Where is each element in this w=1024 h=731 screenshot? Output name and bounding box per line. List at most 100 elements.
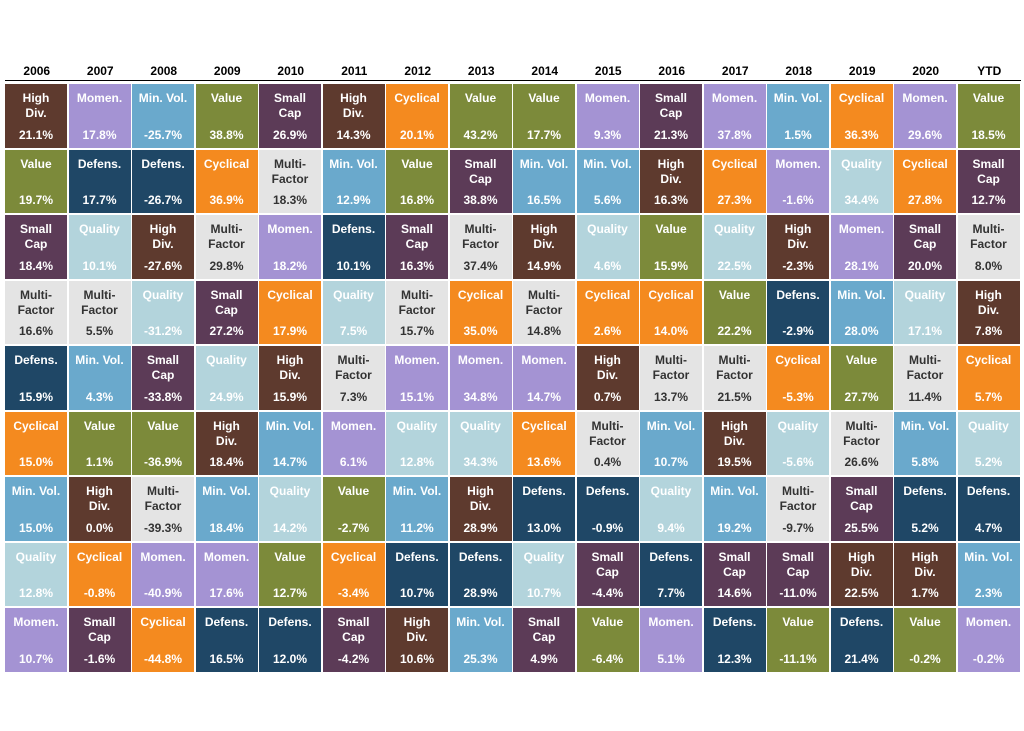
- cell-2018-rank-3: High Div. -2.3%: [767, 215, 829, 279]
- factor-label: Cyclical: [902, 156, 948, 171]
- factor-label: Quality: [15, 549, 57, 564]
- return-value: 18.3%: [272, 193, 308, 207]
- return-value: -4.4%: [591, 586, 624, 600]
- factor-label: Quality: [841, 156, 882, 171]
- factor-label: Value: [909, 615, 941, 629]
- factor-label: Quality: [333, 287, 374, 302]
- factor-label: Multi- Factor: [144, 484, 182, 513]
- return-value: -2.3%: [782, 258, 814, 273]
- cell-2009-rank-5: Quality 24.9%: [195, 346, 258, 410]
- factor-label: Value: [782, 615, 814, 629]
- factor-label: High Div.: [721, 418, 748, 448]
- cell-2006-rank-7: Min. Vol. 15.0%: [5, 477, 67, 541]
- return-value: 16.5%: [209, 651, 244, 666]
- cell-2016-rank-4: Cyclical 14.0%: [640, 280, 702, 344]
- factor-label: Multi- Factor: [525, 287, 563, 317]
- cell-2009-rank-1: Value 38.8%: [195, 84, 258, 148]
- factor-label: Defens.: [14, 353, 58, 367]
- cell-2020-rank-4: Quality 17.1%: [894, 280, 956, 344]
- return-value: 38.8%: [463, 193, 498, 207]
- factor-label: Cyclical: [394, 91, 440, 105]
- factor-label: Quality: [968, 418, 1009, 433]
- return-value: 16.5%: [526, 193, 562, 207]
- cell-2012-rank-9: High Div. 10.6%: [386, 608, 448, 672]
- return-value: 37.4%: [463, 258, 498, 273]
- return-value: 14.7%: [272, 455, 308, 469]
- factor-label: Min. Vol.: [646, 418, 696, 433]
- return-value: 15.7%: [399, 324, 435, 338]
- factor-label: Value: [972, 91, 1005, 105]
- cell-2012-rank-7: Min. Vol. 11.2%: [386, 477, 448, 541]
- cell-2019-rank-6: Multi- Factor 26.6%: [830, 411, 893, 475]
- factor-label: Multi- Factor: [208, 222, 245, 251]
- return-value: 7.8%: [974, 324, 1003, 338]
- factor-label: Quality: [650, 484, 692, 498]
- cell-2008-rank-5: Small Cap -33.8%: [132, 346, 194, 410]
- year-header-2010: 2010: [259, 62, 323, 81]
- factor-label: Quality: [396, 418, 438, 433]
- return-value: 11.4%: [908, 389, 942, 404]
- return-value: 34.3%: [463, 455, 498, 469]
- factor-label: Small Cap: [83, 615, 116, 644]
- factor-label: Min. Vol.: [392, 484, 442, 498]
- cell-2013-rank-4: Cyclical 35.0%: [449, 280, 512, 344]
- factor-label: Small Cap: [718, 549, 751, 579]
- return-value: 5.2%: [911, 520, 939, 535]
- return-value: 4.9%: [530, 651, 558, 666]
- return-value: 2.3%: [974, 586, 1003, 600]
- cell-2019-rank-4: Min. Vol. 28.0%: [830, 280, 893, 344]
- return-value: 20.0%: [907, 258, 943, 273]
- return-value: 27.8%: [907, 193, 943, 207]
- return-value: 26.6%: [844, 455, 879, 469]
- cell-2009-rank-7: Min. Vol. 18.4%: [195, 477, 258, 541]
- cell-2011-rank-8: Cyclical -3.4%: [322, 542, 385, 606]
- cell-2020-rank-5: Multi- Factor 11.4%: [894, 346, 956, 410]
- cell-ytd-rank-3: Multi- Factor 8.0%: [957, 215, 1020, 279]
- cell-2016-rank-2: High Div. 16.3%: [640, 149, 702, 213]
- factor-label: Quality: [206, 353, 247, 367]
- factor-label: High Div.: [975, 287, 1002, 317]
- return-value: 15.9%: [272, 389, 308, 404]
- factor-label: Quality: [714, 222, 755, 236]
- factor-label: Quality: [79, 222, 120, 236]
- return-value: 24.9%: [209, 389, 244, 404]
- factor-label: Momen.: [584, 91, 631, 105]
- return-value: 16.6%: [18, 324, 54, 338]
- cell-2014-rank-1: Value 17.7%: [513, 84, 575, 148]
- factor-label: Min. Vol.: [773, 91, 823, 105]
- return-value: 7.7%: [657, 586, 685, 600]
- return-value: 14.7%: [526, 389, 562, 404]
- cell-2006-rank-1: High Div. 21.1%: [5, 84, 67, 148]
- cell-2010-rank-3: Momen. 18.2%: [259, 215, 321, 279]
- factor-label: Small Cap: [337, 615, 370, 644]
- cell-2010-rank-8: Value 12.7%: [259, 542, 321, 606]
- factor-label: Cyclical: [330, 549, 377, 564]
- factor-label: Defens.: [331, 222, 376, 236]
- cell-2018-rank-5: Cyclical -5.3%: [767, 346, 829, 410]
- cell-2017-rank-5: Multi- Factor 21.5%: [703, 346, 766, 410]
- cell-ytd-rank-9: Momen. -0.2%: [957, 608, 1020, 672]
- factor-label: Value: [401, 156, 433, 171]
- cell-2007-rank-3: Quality 10.1%: [68, 215, 131, 279]
- return-value: -5.3%: [782, 389, 814, 404]
- return-value: -44.8%: [143, 651, 183, 666]
- return-value: 8.0%: [974, 258, 1003, 273]
- factor-label: Cyclical: [267, 287, 313, 302]
- cell-2013-rank-3: Multi- Factor 37.4%: [449, 215, 512, 279]
- return-value: 14.9%: [526, 258, 562, 273]
- return-value: -27.6%: [143, 258, 183, 273]
- cell-2014-rank-2: Min. Vol. 16.5%: [513, 149, 575, 213]
- cell-2006-rank-5: Defens. 15.9%: [5, 346, 67, 410]
- return-value: 38.8%: [209, 127, 244, 142]
- factor-label: Momen.: [76, 91, 123, 105]
- factor-label: Value: [274, 549, 306, 564]
- factor-label: Small Cap: [781, 549, 814, 579]
- factor-label: Cyclical: [76, 549, 123, 564]
- factor-label: High Div.: [86, 484, 113, 513]
- return-value: 28.0%: [844, 324, 879, 338]
- year-header-2017: 2017: [703, 62, 767, 81]
- factor-label: Multi- Factor: [17, 287, 55, 317]
- cell-2015-rank-6: Multi- Factor 0.4%: [576, 411, 639, 475]
- factor-label: Value: [337, 484, 370, 498]
- return-value: 29.6%: [907, 127, 943, 142]
